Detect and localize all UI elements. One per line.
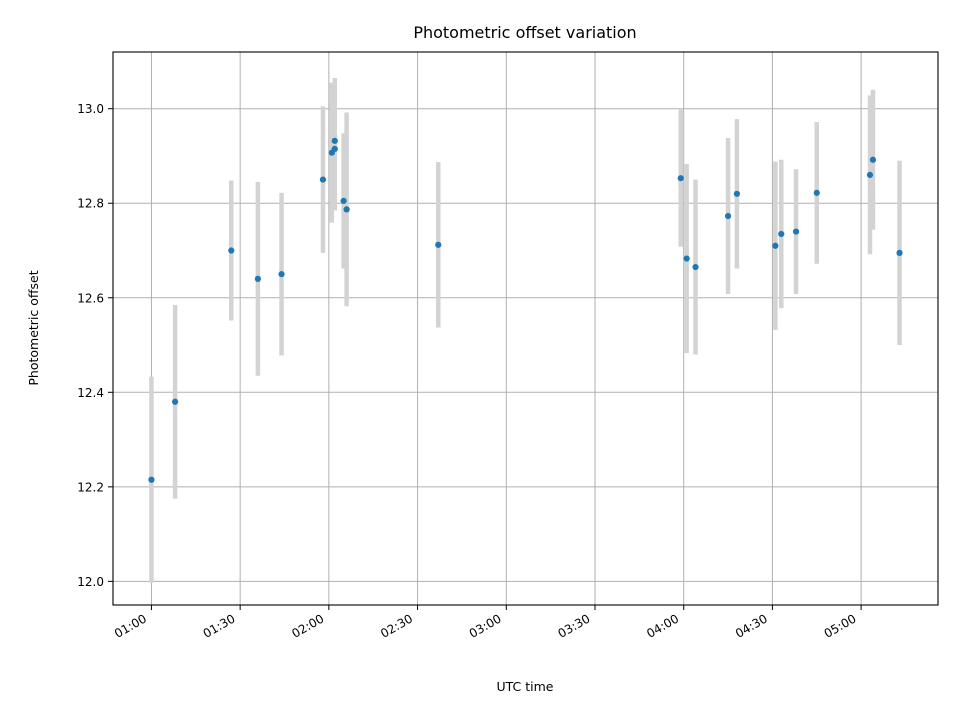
- data-point: [278, 271, 285, 278]
- data-point: [772, 242, 779, 249]
- x-tick-label: 01:00: [112, 611, 149, 640]
- data-point: [319, 176, 327, 183]
- y-tick-label: 12.0: [77, 575, 104, 589]
- data-point: [866, 171, 874, 178]
- data-point: [331, 137, 338, 144]
- data-point: [171, 398, 179, 405]
- y-axis-label: Photometric offset: [26, 270, 41, 385]
- x-tick-label: 04:00: [644, 611, 681, 640]
- data-point: [896, 249, 903, 256]
- data-point: [148, 476, 155, 483]
- data-point: [869, 156, 877, 163]
- data-point: [792, 228, 800, 235]
- y-tick-label: 12.4: [77, 386, 104, 400]
- data-point: [778, 230, 785, 238]
- data-point: [254, 275, 261, 282]
- grid: [113, 52, 938, 605]
- data-points: [148, 137, 903, 483]
- y-tick-label: 12.8: [77, 197, 104, 211]
- plot-frame: [112, 51, 939, 606]
- data-point: [692, 263, 699, 271]
- data-point: [331, 145, 338, 152]
- x-tick-label: 02:00: [289, 611, 326, 640]
- data-point: [733, 190, 741, 197]
- data-point: [813, 189, 820, 196]
- x-tick-label: 02:30: [378, 611, 415, 640]
- y-tick-label: 13.0: [77, 102, 104, 116]
- data-point: [435, 241, 442, 248]
- x-axis-ticks: 01:00 01:30 02:00 02:30 03:00 03:30 04:00 04:30…: [112, 605, 862, 641]
- x-axis-label: UTC time: [497, 679, 554, 694]
- y-tick-label: 12.6: [77, 291, 104, 305]
- data-point: [724, 212, 732, 220]
- x-tick-label: 03:30: [556, 611, 593, 640]
- x-tick-label: 03:00: [467, 611, 504, 640]
- x-tick-label: 05:00: [822, 611, 859, 640]
- x-tick-label: 01:30: [201, 611, 238, 640]
- chart-title: Photometric offset variation: [413, 23, 636, 42]
- data-point: [343, 206, 350, 213]
- x-tick-label: 04:30: [733, 611, 770, 640]
- y-axis-ticks: 12.0 12.2 12.4 12.6 12.8 13.0: [77, 102, 113, 589]
- data-point: [683, 255, 690, 262]
- data-point: [677, 175, 684, 182]
- data-point: [340, 197, 347, 204]
- errorbars: [149, 77, 902, 583]
- data-point: [228, 247, 235, 254]
- y-tick-label: 12.2: [77, 480, 104, 494]
